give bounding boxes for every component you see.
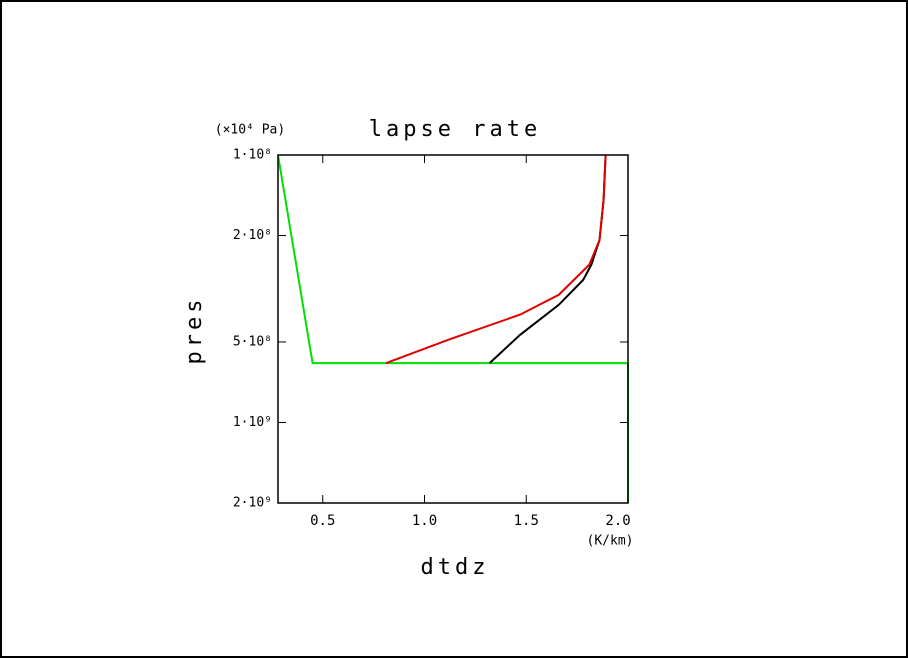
x-tick-label: 2.0 — [605, 513, 630, 529]
x-tick-label: 1.0 — [412, 513, 437, 529]
y-unit: (×10⁴ Pa) — [215, 123, 285, 138]
plot-frame — [277, 154, 629, 504]
y-tick-label: 5·10⁸ — [233, 334, 272, 349]
y-axis-title: pres — [182, 296, 207, 365]
y-tick-label: 1·10⁹ — [233, 415, 272, 430]
x-axis-title: dtdz — [421, 555, 490, 580]
y-tick-label: 2·10⁹ — [233, 496, 272, 511]
y-tick-label: 1·10⁸ — [233, 148, 272, 163]
chart-title: lapse rate — [369, 117, 541, 142]
x-unit: (K/km) — [587, 534, 634, 549]
x-tick-label: 0.5 — [310, 513, 335, 529]
x-tick-label: 1.5 — [514, 513, 539, 529]
y-tick-label: 2·10⁸ — [233, 228, 272, 243]
line-series — [385, 154, 607, 365]
